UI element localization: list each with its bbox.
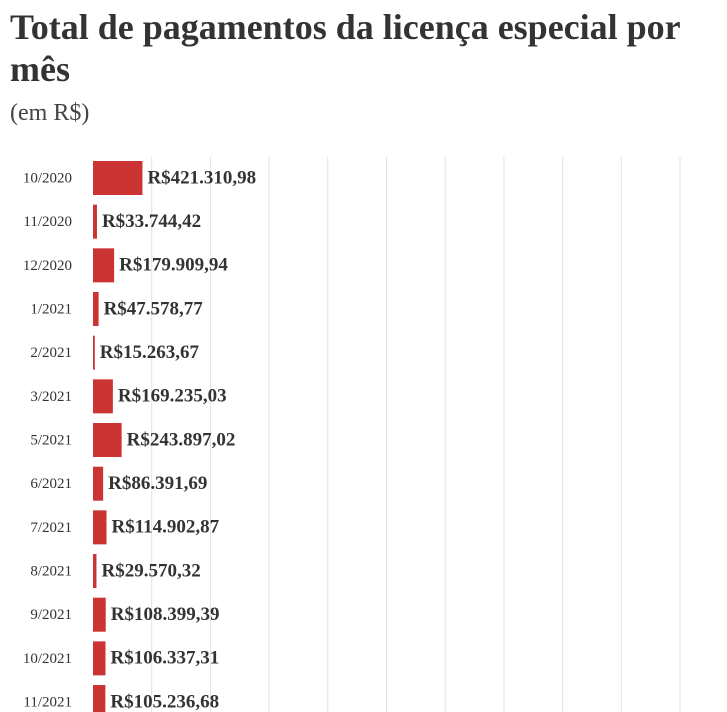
- bar: [93, 597, 106, 632]
- data-label: R$243.897,02: [127, 429, 236, 450]
- y-tick-label: 9/2021: [30, 607, 72, 623]
- y-tick-label: 11/2021: [23, 694, 72, 710]
- data-label: R$47.578,77: [104, 298, 204, 319]
- data-label: R$29.570,32: [101, 560, 200, 581]
- bar: [93, 204, 97, 239]
- y-tick-label: 7/2021: [30, 520, 72, 536]
- bar: [93, 335, 95, 370]
- data-label: R$106.337,31: [110, 648, 219, 669]
- bar: [93, 248, 115, 283]
- data-label: R$114.902,87: [111, 517, 219, 538]
- data-label: R$105.236,68: [110, 691, 219, 712]
- bar: [93, 466, 104, 501]
- data-label: R$33.744,42: [102, 211, 201, 232]
- bar: [93, 554, 97, 589]
- y-tick-label: 3/2021: [30, 389, 72, 405]
- y-tick-label: 8/2021: [30, 563, 72, 579]
- y-tick-label: 6/2021: [30, 476, 72, 492]
- data-label: R$15.263,67: [100, 342, 200, 363]
- y-tick-label: 2/2021: [30, 345, 72, 361]
- y-tick-label: 5/2021: [30, 432, 72, 448]
- data-label: R$108.399,39: [111, 604, 220, 625]
- data-label: R$421.310,98: [147, 167, 256, 188]
- data-label: R$86.391,69: [108, 473, 207, 494]
- chart-subtitle: (em R$): [10, 100, 90, 126]
- y-tick-label: 11/2020: [23, 214, 72, 230]
- bar: [93, 510, 107, 545]
- bar: [93, 292, 99, 327]
- chart-title: Total de pagamentos da licença especial …: [10, 7, 681, 89]
- y-tick-label: 12/2020: [23, 258, 72, 274]
- bar: [93, 379, 113, 414]
- y-tick-label: 10/2021: [23, 651, 72, 667]
- bar: [93, 685, 106, 712]
- bar: [93, 161, 143, 195]
- data-label: R$179.909,94: [119, 255, 228, 276]
- y-tick-label: 10/2020: [23, 170, 72, 186]
- y-tick-label: 1/2021: [30, 301, 72, 317]
- bar: [93, 423, 122, 458]
- bar: [93, 641, 106, 676]
- data-label: R$169.235,03: [118, 386, 227, 407]
